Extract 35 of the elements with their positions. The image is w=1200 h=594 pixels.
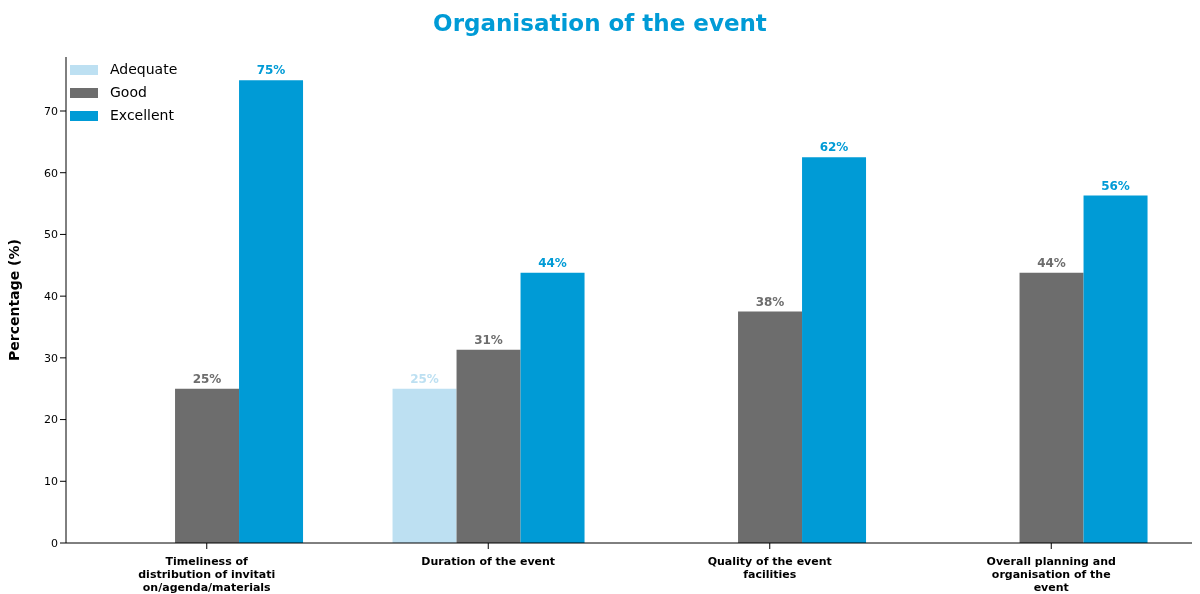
y-tick-label: 60 (44, 166, 58, 180)
bar (738, 311, 803, 543)
chart-title: Organisation of the event (432, 9, 768, 38)
x-tick-label: Timeliness of distribution of invitation/agenda/materials (138, 555, 276, 594)
bar (520, 272, 585, 543)
bar (456, 349, 521, 543)
bar (392, 388, 457, 543)
y-tick-label: 10 (44, 475, 58, 489)
data-label: 25% (410, 371, 439, 386)
legend-label: Adequate (110, 60, 178, 79)
data-label: 38% (755, 294, 785, 309)
data-label: 31% (474, 332, 503, 347)
data-label: 25% (192, 371, 222, 386)
y-tick-label: 40 (44, 290, 58, 304)
x-tick-label: Quality of the event facilities (707, 555, 832, 581)
legend-label: Good (110, 83, 147, 102)
bar (802, 157, 867, 543)
bar (175, 388, 240, 543)
legend-label: Excellent (110, 106, 174, 125)
bar (1083, 195, 1148, 543)
y-tick-label: 30 (44, 351, 58, 365)
data-label: 56% (1101, 178, 1130, 193)
y-tick-label: 70 (44, 104, 58, 118)
y-tick-label: 50 (44, 228, 58, 242)
data-label: 44% (538, 255, 567, 270)
bar (1019, 272, 1084, 543)
y-tick-label: 20 (44, 413, 58, 427)
x-tick-label: Duration of the event (421, 555, 556, 568)
data-label: 62% (819, 140, 849, 155)
y-axis-title: Percentage (%) (5, 239, 22, 361)
x-tick-label: Overall planning and organisation of the event (986, 555, 1116, 594)
data-label: 44% (1037, 255, 1066, 270)
y-tick-label: 0 (51, 536, 58, 550)
data-label: 75% (256, 63, 286, 78)
bar (239, 80, 304, 543)
